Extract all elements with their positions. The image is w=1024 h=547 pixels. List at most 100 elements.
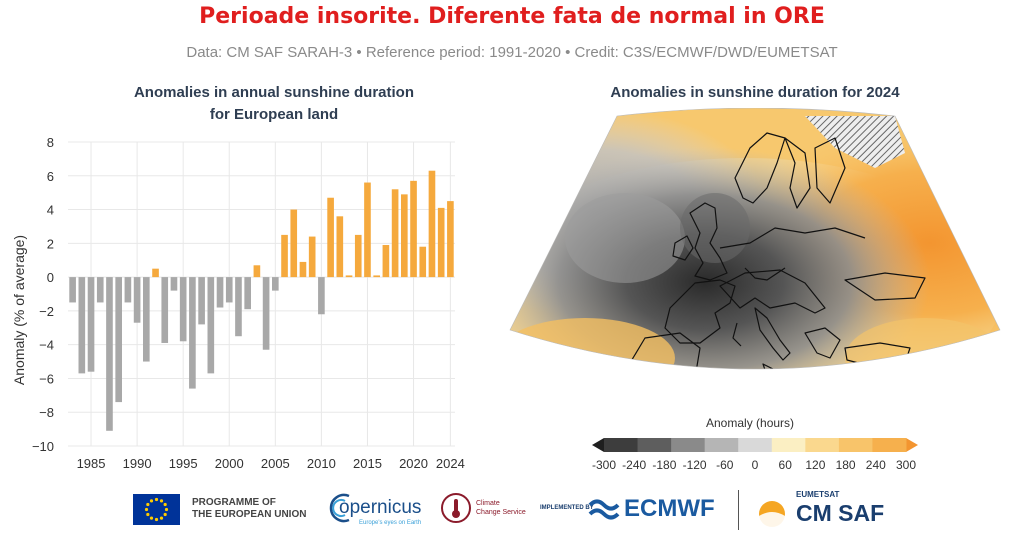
colorbar-tick-label: 300 [896, 458, 916, 472]
bar-2008 [299, 261, 307, 278]
map-field [510, 108, 1000, 369]
colorbar-box [637, 438, 672, 452]
x-tick-label: 2015 [353, 456, 382, 471]
sunshine-anomaly-map [509, 108, 1001, 370]
colorbar: -300 -240 -180 -120 -60 0 60 120 180 240 300 [592, 438, 918, 472]
ecmwf-wordmark: ECMWF [624, 495, 715, 522]
copernicus-icon [329, 493, 350, 523]
anomaly-bar-chart: −10 −8 −6 −4 −2 0 2 4 6 8 1985 1990 1995 2000 2005 201… [11, 135, 465, 471]
eumetsat-label: EUMETSAT [796, 490, 840, 499]
page-title: Perioade insorite. Diferente fata de nor… [199, 4, 825, 29]
y-tick-label: 4 [47, 203, 54, 218]
bar-2017 [382, 245, 390, 278]
eu-star [159, 516, 164, 520]
colorbar-title: Anomaly (hours) [706, 416, 795, 430]
implemented-by-label: IMPLEMENTED BY [540, 505, 594, 511]
bar-1988 [115, 277, 122, 403]
x-tick-label: 2020 [399, 456, 428, 471]
bar-chart-title: Anomalies in annual sunshine duration fo… [104, 82, 444, 126]
bar-2000 [225, 277, 233, 303]
colorbar-box [704, 438, 739, 452]
eu-stars-icon [144, 497, 169, 522]
colorbar-arrow-right [906, 438, 918, 452]
bar-chart-title-line-1: Anomalies in annual sunshine duration [133, 84, 415, 101]
ecmwf-logo: ECMWF [588, 494, 728, 524]
bar-2021 [419, 246, 427, 278]
eu-star [146, 502, 150, 507]
x-tick-label: 1985 [77, 456, 106, 471]
bar-1999 [216, 277, 224, 308]
bar-1997 [198, 277, 205, 325]
colorbar-tick-label: 240 [866, 458, 886, 472]
y-tick-label: −8 [39, 405, 54, 420]
x-tick-label: 1995 [169, 456, 198, 471]
colorbar-box [838, 438, 873, 452]
cmsaf-logo: EUMETSAT CM SAF [756, 488, 896, 532]
eu-star [163, 512, 167, 517]
colorbar-tick-label: -180 [652, 458, 676, 472]
eu-flag-logo [133, 494, 180, 525]
x-tick-label: 2005 [261, 456, 290, 471]
bar-2003 [253, 265, 261, 278]
x-tick-label: 1990 [123, 456, 152, 471]
thermometer-icon [441, 493, 471, 523]
bar-2022 [428, 170, 436, 278]
bar-2004 [262, 277, 270, 350]
colorbar-tick-label: 0 [752, 458, 759, 472]
copernicus-wordmark: opernicus [339, 497, 422, 518]
colorbar-tick-label: 180 [836, 458, 856, 472]
bar-1990 [133, 277, 141, 323]
colorbar-box [805, 438, 840, 452]
y-tick-label: −10 [32, 439, 54, 454]
x-tick-label: 2000 [215, 456, 244, 471]
bar-2019 [401, 194, 408, 278]
c3s-label-line-1: Climate [476, 500, 500, 507]
eu-star [154, 497, 159, 502]
bar-1993 [161, 277, 169, 343]
colorbar-box [872, 438, 907, 452]
bar-2023 [437, 207, 445, 278]
bar-1995 [179, 277, 187, 342]
sun-icon [759, 501, 785, 527]
bar-2013 [345, 275, 353, 278]
logo-divider [738, 490, 739, 530]
colorbar-ticks: -300 -240 -180 -120 -60 0 60 120 180 240 300 [592, 458, 916, 472]
bar-chart-x-ticks: 1985 1990 1995 2000 2005 2010 2015 2020 2024 [77, 456, 465, 471]
bar-1992 [152, 268, 159, 278]
bar-2007 [290, 209, 298, 278]
copernicus-tagline: Europe's eyes on Earth [359, 520, 422, 526]
eu-star [149, 499, 154, 503]
colorbar-tick-label: -300 [592, 458, 616, 472]
colorbar-tick-label: 120 [805, 458, 825, 472]
bar-1983 [69, 277, 76, 303]
x-tick-label: 2010 [307, 456, 336, 471]
bar-2020 [410, 180, 417, 278]
map-title: Anomalies in sunshine duration for 2024 [610, 84, 900, 101]
bar-1989 [124, 277, 132, 303]
y-tick-label: 8 [47, 135, 54, 150]
eu-label-line-2: THE EUROPEAN UNION [192, 509, 307, 520]
eu-label-line-1: PROGRAMME OF [192, 497, 276, 508]
copernicus-logo: opernicus Europe's eyes on Earth [325, 490, 425, 528]
eu-star [164, 507, 169, 512]
bar-1985 [87, 277, 95, 372]
eu-star [144, 507, 149, 512]
bar-2002 [244, 277, 251, 310]
x-tick-label: 2024 [436, 456, 465, 471]
bar-2012 [336, 216, 344, 278]
ecmwf-wave-icon [588, 499, 620, 520]
eu-star [146, 512, 150, 517]
bar-1986 [96, 277, 104, 303]
colorbar-boxes [592, 438, 918, 452]
bar-2016 [373, 275, 380, 278]
colorbar-tick-label: -120 [683, 458, 707, 472]
bar-1998 [207, 277, 215, 374]
bar-2010 [318, 277, 325, 315]
bar-chart-y-label: Anomaly (% of average) [11, 235, 27, 385]
colorbar-tick-label: -60 [716, 458, 734, 472]
bar-2005 [272, 277, 279, 291]
bar-1994 [170, 277, 178, 291]
bar-2011 [327, 197, 334, 278]
bar-2006 [281, 234, 288, 278]
bar-1996 [189, 277, 196, 389]
